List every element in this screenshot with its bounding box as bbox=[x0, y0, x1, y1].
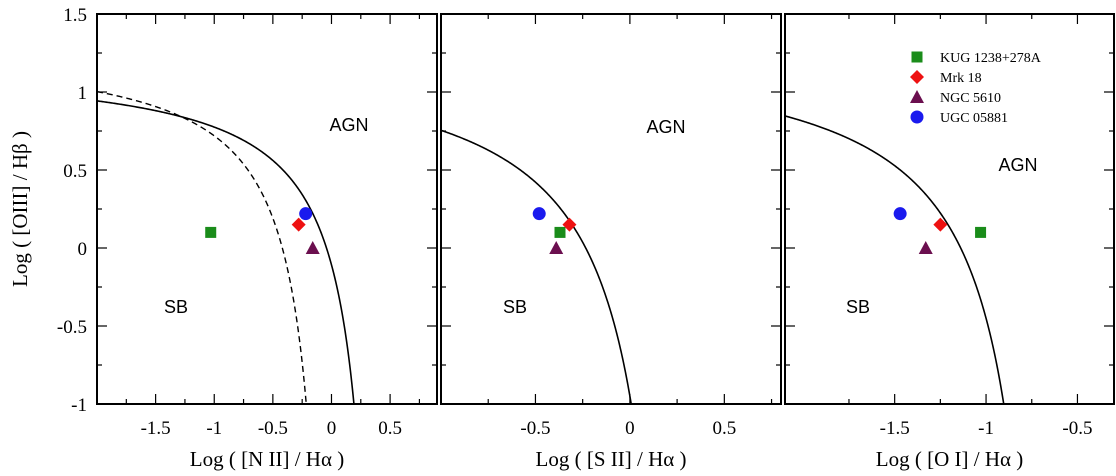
x-tick-label: -1 bbox=[978, 418, 994, 439]
plot-frame bbox=[440, 13, 782, 405]
data-point-triangle bbox=[918, 241, 933, 254]
legend-entry: NGC 5610 bbox=[940, 91, 1001, 106]
data-point-diamond bbox=[562, 217, 577, 232]
x-tick-label: 0 bbox=[625, 418, 635, 439]
legend-entry: KUG 1238+278A bbox=[940, 51, 1042, 66]
dashed-demarcation-curve bbox=[97, 90, 307, 404]
demarcation-curve bbox=[441, 129, 633, 404]
y-tick-label: 1.5 bbox=[63, 5, 87, 26]
x-tick-label: -1.5 bbox=[880, 418, 910, 439]
legend-entry: Mrk 18 bbox=[940, 71, 982, 86]
panel-right: -1.5 -1 -0.5 AGN SB Log ( [O I] / Hα ) KUG 123… bbox=[784, 13, 1115, 471]
legend-marker-diamond bbox=[910, 70, 924, 84]
x-tick-label: 0.5 bbox=[712, 418, 736, 439]
y-tick-label: 0.5 bbox=[63, 161, 87, 182]
x-tick-label: -0.5 bbox=[520, 418, 550, 439]
demarcation-curve bbox=[97, 100, 355, 404]
data-point-diamond bbox=[291, 217, 306, 232]
region-label-sb: SB bbox=[503, 297, 527, 317]
x-axis-label: Log ( [N II] / Hα ) bbox=[190, 447, 344, 471]
data-point-triangle bbox=[549, 241, 564, 254]
data-point-square bbox=[975, 226, 987, 238]
data-point-circle bbox=[532, 207, 546, 221]
x-tick-label: -0.5 bbox=[1062, 418, 1092, 439]
x-tick-label: -1.5 bbox=[141, 418, 171, 439]
data-point-circle bbox=[299, 207, 313, 221]
legend-entry: UGC 05881 bbox=[940, 111, 1008, 126]
data-point-square bbox=[205, 226, 217, 238]
legend: KUG 1238+278A Mrk 18 NGC 5610 UGC 05881 bbox=[910, 51, 1042, 126]
region-label-agn: AGN bbox=[329, 115, 368, 135]
x-tick-label: -0.5 bbox=[258, 418, 288, 439]
region-label-agn: AGN bbox=[646, 117, 685, 137]
y-tick-label: 1 bbox=[78, 83, 88, 104]
x-axis-label: Log ( [S II] / Hα ) bbox=[536, 447, 687, 471]
x-axis-label: Log ( [O I] / Hα ) bbox=[876, 447, 1023, 471]
data-point-circle bbox=[893, 207, 907, 221]
data-point-square bbox=[554, 226, 566, 238]
y-tick-label: -1 bbox=[71, 395, 87, 416]
x-tick-label: 0 bbox=[327, 418, 337, 439]
region-label-agn: AGN bbox=[998, 155, 1037, 175]
region-label-sb: SB bbox=[846, 297, 870, 317]
y-tick-label: -0.5 bbox=[57, 317, 87, 338]
legend-marker-circle bbox=[910, 110, 924, 124]
legend-marker-square bbox=[911, 51, 923, 63]
data-point-triangle bbox=[305, 241, 320, 254]
demarcation-curve bbox=[785, 115, 1005, 404]
plot-frame bbox=[96, 13, 438, 405]
x-tick-label: -1 bbox=[206, 418, 222, 439]
y-axis-label: Log ( [OIII] / Hβ ) bbox=[8, 131, 32, 287]
panel-left: -1.5 -1 -0.5 0 0.5 -1 -0.5 0 0.5 1 1.5 AGN SB Log ( [… bbox=[8, 5, 438, 471]
y-tick-label: 0 bbox=[78, 239, 88, 260]
legend-marker-triangle bbox=[910, 90, 924, 103]
data-point-diamond bbox=[933, 217, 948, 232]
x-tick-label: 0.5 bbox=[378, 418, 402, 439]
plot-frame bbox=[784, 13, 1115, 405]
panel-middle: -0.5 0 0.5 AGN SB Log ( [S II] / Hα ) bbox=[440, 13, 782, 471]
region-label-sb: SB bbox=[164, 297, 188, 317]
